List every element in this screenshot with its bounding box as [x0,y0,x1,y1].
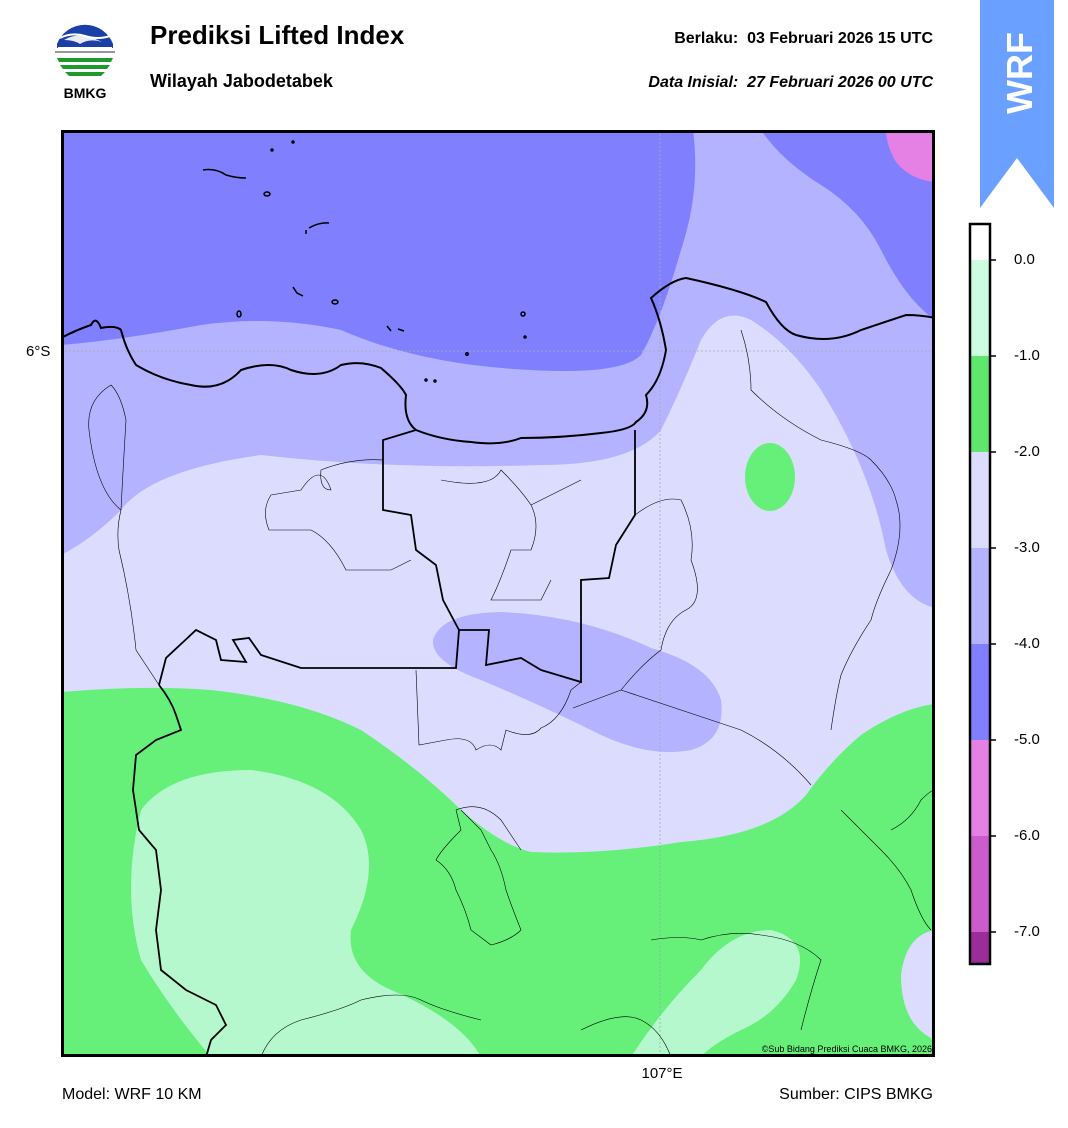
copyright-text: ©Sub Bidang Prediksi Cuaca BMKG, 2026 [761,1044,932,1054]
region-subtitle: Wilayah Jabodetabek [150,71,333,91]
zone-light-green-se [631,930,801,1057]
colorbar-tick-label: -1.0 [1014,347,1040,364]
north-coastline [61,276,935,445]
model-label: Model: WRF 10 KM [62,1086,202,1103]
init-time: Data Inisial: 27 Februari 2026 00 UTC [560,74,933,92]
init-label: Data Inisial: [648,74,739,91]
thousand-islands [202,140,527,383]
wrf-ribbon: WRF [980,0,1054,208]
colorbar-segment [970,260,990,356]
colorbar-tick-label: 0.0 [1014,251,1035,268]
longitude-label: 107°E [641,1065,683,1082]
colorbar-segment [970,932,990,964]
init-value: 27 Februari 2026 00 UTC [747,74,933,91]
source-label: Sumber: CIPS BMKG [779,1086,933,1103]
colorbar-segment [970,452,990,548]
province-border [158,429,636,686]
zone-medium-blue-ne [761,130,935,320]
district-borders [88,329,935,1057]
valid-value: 03 Februari 2026 15 UTC [747,30,933,47]
colorbar-segment [970,836,990,932]
colorbar-tick-label: -2.0 [1014,443,1040,460]
colorbar-segment [970,356,990,452]
colorbar-tick-label: -5.0 [1014,731,1040,748]
west-border [132,684,228,1057]
lifted-index-map [61,130,935,1057]
colorbar-segment [970,548,990,644]
colorbar-tick-label: -3.0 [1014,539,1040,556]
zone-lighter-blue-se [901,930,935,1040]
colorbar-tick-label: -4.0 [1014,635,1040,652]
wrf-ribbon-text: WRF [999,32,1040,114]
valid-time: Berlaku: 03 Februari 2026 15 UTC [560,30,933,48]
colorbar-segment [970,740,990,836]
colorbar-segment [970,644,990,740]
zone-light-blue-blob [432,612,722,753]
valid-label: Berlaku: [674,30,739,47]
colorbar-frame [968,222,992,966]
colorbar-tick-label: -6.0 [1014,827,1040,844]
logo-text: BMKG [64,85,107,101]
map-frame [61,130,935,1057]
zone-medium-blue [61,130,696,371]
colorbar-segment [970,224,990,260]
zone-light-green-sw [131,770,481,1057]
zone-green-blob [745,443,795,511]
zone-pink [886,130,935,182]
page-title: Prediksi Lifted Index [150,20,405,50]
bmkg-logo: BMKG [55,22,115,101]
colorbar-tick-label: -7.0 [1014,923,1040,940]
latitude-label: 6°S [26,343,51,360]
colorbar [968,222,996,966]
